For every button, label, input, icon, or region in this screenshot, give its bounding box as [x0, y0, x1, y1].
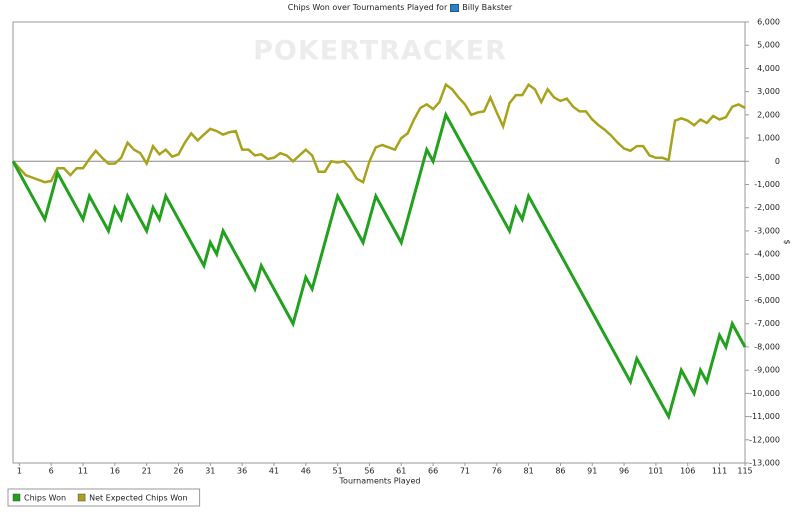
y-tick-label: 3,000	[757, 87, 780, 96]
y-tick-label: -4,000	[754, 250, 780, 259]
x-tick-label: 86	[555, 467, 565, 476]
series-line	[12, 82, 746, 184]
x-tick-label: 96	[619, 467, 629, 476]
x-tick-label: 41	[269, 467, 279, 476]
legend-box	[7, 488, 201, 507]
x-tick-label: 46	[301, 467, 311, 476]
x-tick-label: 16	[110, 467, 120, 476]
watermark: POKERTRACKER	[253, 36, 507, 67]
y-tick-label: -12,000	[749, 435, 780, 444]
y-tick-label: -7,000	[754, 319, 780, 328]
x-tick-label: 76	[492, 467, 502, 476]
y-tick-label: -8,000	[754, 342, 780, 351]
x-tick-label: 61	[396, 467, 406, 476]
x-tick-label: 111	[712, 467, 727, 476]
chart-title: Chips Won over Tournaments Played for Bi…	[0, 3, 800, 12]
legend-swatch	[12, 493, 21, 502]
x-tick-label: 71	[460, 467, 470, 476]
y-tick-label: -3,000	[754, 226, 780, 235]
x-tick-label: 56	[364, 467, 374, 476]
legend-label: Net Expected Chips Won	[89, 494, 188, 503]
x-tick-label: 66	[428, 467, 438, 476]
x-tick-label: 11	[78, 467, 88, 476]
y-tick-label: 4,000	[757, 64, 780, 73]
x-axis-label: Tournaments Played	[339, 477, 421, 486]
y-tick-label: 5,000	[757, 41, 780, 50]
title-text: Chips Won over Tournaments Played for	[287, 3, 448, 12]
x-tick-label: 51	[333, 467, 343, 476]
player-icon	[450, 3, 460, 12]
y-tick-label: -10,000	[749, 389, 780, 398]
x-tick-label: 106	[680, 467, 695, 476]
y-tick-label: 0	[775, 157, 780, 166]
x-tick-label: 21	[142, 467, 152, 476]
x-tick-label: 31	[205, 467, 215, 476]
y-axis-label: $	[783, 239, 792, 244]
legend-swatch	[77, 493, 86, 502]
y-tick-label: 6,000	[757, 18, 780, 27]
x-tick-label: 91	[587, 467, 597, 476]
y-tick-label: -11,000	[749, 412, 780, 421]
x-tick-label: 115	[737, 467, 752, 476]
series-line	[11, 110, 747, 421]
y-tick-label: -1,000	[754, 180, 780, 189]
x-tick-label: 26	[173, 467, 183, 476]
legend-label: Chips Won	[24, 494, 66, 503]
x-tick-label: 101	[648, 467, 663, 476]
y-tick-label: -6,000	[754, 296, 780, 305]
x-tick-label: 81	[523, 467, 533, 476]
x-tick-label: 1	[17, 467, 22, 476]
y-tick-label: -9,000	[754, 366, 780, 375]
y-tick-label: 2,000	[757, 110, 780, 119]
x-tick-label: 6	[49, 467, 54, 476]
player-name: Billy Bakster	[462, 3, 513, 12]
y-tick-label: 1,000	[757, 134, 780, 143]
x-tick-label: 36	[237, 467, 247, 476]
y-tick-label: -5,000	[754, 273, 780, 282]
y-tick-label: -2,000	[754, 203, 780, 212]
y-tick-label: -13,000	[749, 459, 780, 468]
plot-frame	[12, 21, 746, 464]
